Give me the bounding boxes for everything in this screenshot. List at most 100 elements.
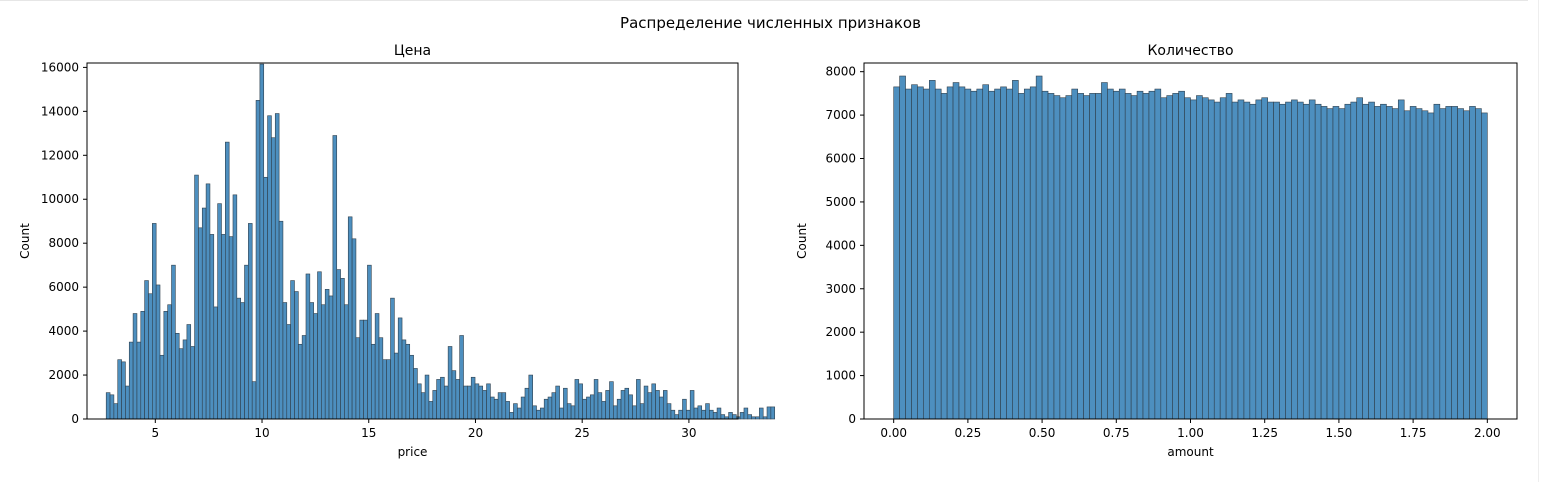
histogram-bar [613, 405, 618, 420]
x-tick-label: 0.00 [880, 426, 907, 440]
histogram-bar [1350, 101, 1358, 420]
histogram-bar [221, 234, 226, 420]
histogram-bar [148, 293, 153, 420]
histogram-bar [1368, 101, 1375, 420]
histogram-bar [770, 406, 776, 420]
histogram-bar [1065, 95, 1073, 420]
histogram-bar [1018, 93, 1025, 420]
histogram-bar [271, 137, 276, 420]
histogram-bar [755, 416, 760, 420]
y-axis-ticks: 0 1000 2000 3000 4000 5000 6000 7000 8000 [825, 65, 864, 426]
histogram-bar [505, 401, 510, 420]
histogram-bar [1095, 93, 1102, 420]
histogram-bar [964, 88, 972, 420]
histogram-bar [728, 412, 733, 420]
x-tick-label: 20 [468, 426, 483, 440]
histogram-bar [290, 280, 295, 420]
histogram-bar [1012, 80, 1019, 420]
y-tick-label: 5000 [825, 195, 856, 209]
histogram-bar [1118, 88, 1126, 420]
histogram-bar [952, 82, 960, 420]
histogram-bar [105, 392, 111, 420]
histogram-bar [551, 392, 557, 420]
histogram-bar [259, 63, 265, 420]
histogram-bar [1071, 88, 1079, 420]
histogram-bar [636, 379, 641, 420]
histogram-bar [1107, 88, 1114, 420]
x-tick-label: 25 [575, 426, 590, 440]
histogram-bars [893, 75, 1488, 420]
histogram-bar [1237, 99, 1245, 420]
histogram-bar [1302, 103, 1310, 420]
histogram-bar [501, 392, 507, 420]
histogram-bar [720, 414, 726, 420]
histogram-bar [747, 414, 752, 420]
histogram-bar [497, 392, 503, 420]
histogram-bar [589, 394, 595, 420]
histogram-bar [490, 396, 495, 420]
x-tick-label: 0.50 [1029, 426, 1056, 440]
histogram-bar [225, 141, 230, 420]
histogram-bar [712, 412, 718, 420]
histogram-bar [1291, 99, 1298, 420]
histogram-bar [140, 311, 145, 420]
histogram-bar [1326, 108, 1334, 420]
histogram-bar [159, 354, 165, 420]
histogram-bar [1297, 101, 1304, 420]
x-axis-ticks: 0.00 0.25 0.50 0.75 1.00 1.25 1.50 1.75 2.00 [880, 419, 1501, 440]
histogram-bar [1101, 82, 1108, 420]
histogram-bar [639, 403, 645, 420]
histogram-bar [355, 337, 361, 420]
histogram-bar [1320, 106, 1328, 420]
histogram-bar [117, 359, 122, 420]
x-tick-label: 5 [151, 426, 159, 440]
histogram-bar [486, 383, 491, 420]
histogram-bar [689, 390, 695, 420]
histogram-bar [1225, 93, 1233, 420]
x-axis-ticks: 5 10 15 20 25 30 [151, 419, 697, 440]
histogram-bar [1397, 99, 1405, 420]
histogram-bar [1190, 99, 1197, 420]
histogram-bar [1481, 112, 1488, 420]
histogram-bar [1172, 93, 1179, 420]
histogram-bar [1136, 90, 1144, 420]
x-tick-label: 1.25 [1251, 426, 1278, 440]
histogram-bar [217, 203, 222, 420]
histogram-bar [263, 176, 268, 420]
y-tick-label: 4000 [48, 324, 79, 338]
histogram-bar [524, 387, 530, 420]
y-tick-label: 6000 [825, 152, 856, 166]
histogram-bar [359, 319, 364, 420]
histogram-bar [470, 376, 476, 420]
histogram-bar [970, 90, 978, 420]
histogram-bar [232, 194, 238, 420]
histogram-bar [155, 284, 161, 420]
histogram-bar [739, 412, 745, 420]
histogram-bar [1469, 106, 1476, 420]
histogram-bar [578, 383, 583, 420]
histogram-bar [409, 354, 414, 420]
histogram-bar [1273, 101, 1280, 420]
histogram-bar [1362, 103, 1369, 420]
y-tick-label: 6000 [48, 280, 79, 294]
histogram-bar [616, 398, 622, 420]
histogram-bar [244, 264, 249, 420]
histogram-bar [171, 264, 176, 420]
histogram-bar [255, 100, 261, 420]
x-tick-label: 15 [361, 426, 376, 440]
histogram-bar [547, 396, 553, 420]
y-tick-label: 10000 [41, 192, 79, 206]
histogram-bar [934, 88, 942, 420]
histogram-bar [167, 304, 172, 420]
histogram-bar [401, 339, 407, 420]
histogram-bar [1166, 95, 1173, 420]
histogram-bar [917, 86, 924, 420]
histogram-bar [228, 236, 234, 420]
histogram-bar [1208, 99, 1215, 420]
histogram-bar [946, 86, 954, 420]
histogram-bar [305, 273, 311, 420]
histogram-bar [1196, 95, 1203, 420]
histogram-bar [670, 409, 676, 420]
histogram-bar [332, 135, 338, 420]
